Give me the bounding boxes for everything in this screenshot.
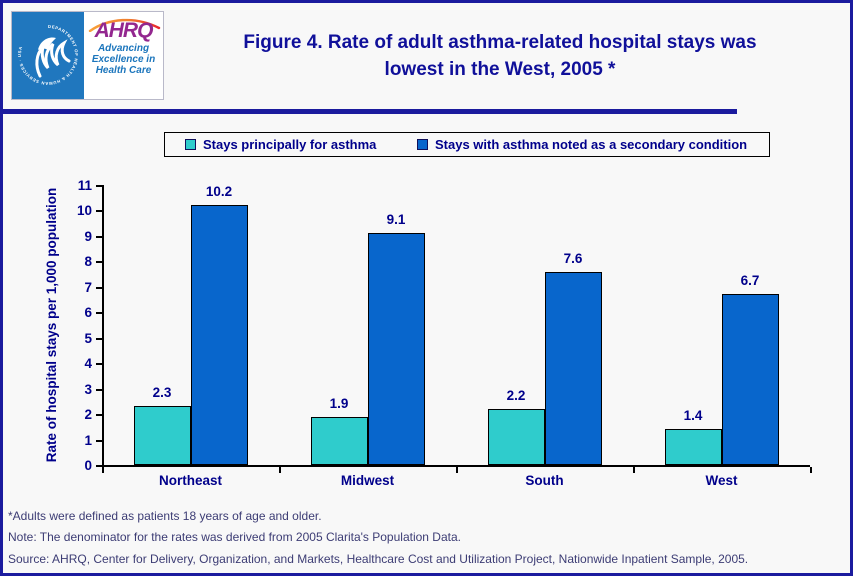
y-tick-label: 9 (84, 228, 92, 244)
y-tick-label: 11 (77, 178, 92, 193)
ahrq-tagline-line2: Excellence in (91, 54, 156, 65)
y-tick-mark (96, 185, 102, 187)
legend-label-principal: Stays principally for asthma (203, 137, 377, 152)
bar-midwest-principal (310, 416, 368, 465)
bar-south-secondary (544, 271, 602, 465)
y-tick-label: 10 (76, 203, 92, 219)
bar-value-label: 6.7 (740, 273, 760, 289)
bar-value-label: 10.2 (205, 184, 233, 200)
y-tick-label: 6 (84, 305, 92, 321)
bar-value-label: 7.6 (563, 250, 583, 266)
x-category-label-west: West (705, 473, 738, 488)
hhs-eagle-icon (35, 37, 71, 78)
legend-item-secondary: Stays with asthma noted as a secondary c… (417, 133, 747, 156)
y-tick-label: 4 (84, 356, 92, 372)
bar-midwest-secondary (367, 233, 425, 465)
x-tick-mark (456, 467, 458, 473)
x-category-label-midwest: Midwest (340, 473, 395, 488)
legend-label-secondary: Stays with asthma noted as a secondary c… (435, 137, 748, 152)
bar-northeast-secondary (190, 205, 248, 465)
footnote-adults: *Adults were defined as patients 18 year… (8, 509, 322, 523)
legend-item-principal: Stays principally for asthma (185, 133, 376, 156)
bar-value-label: 1.9 (329, 395, 349, 411)
y-tick-label: 8 (84, 254, 92, 270)
y-tick-label: 5 (84, 330, 92, 346)
bar-value-label: 2.3 (152, 385, 172, 401)
ahrq-logo: DEPARTMENT OF HEALTH & HUMAN SERVICES · … (11, 11, 164, 100)
y-tick-label: 2 (84, 407, 92, 423)
y-tick-mark (96, 312, 102, 315)
header-divider (0, 109, 737, 114)
bar-northeast-principal (133, 406, 191, 465)
y-axis-line (102, 185, 104, 467)
figure-title-line1: Figure 4. Rate of adult asthma-related h… (243, 32, 757, 53)
y-tick-mark (96, 439, 102, 442)
y-tick-mark (96, 337, 102, 340)
figure-title-line2: lowest in the West, 2005 * (384, 59, 616, 80)
y-tick-mark (96, 363, 102, 366)
y-tick-mark (96, 235, 102, 238)
y-axis-title: Rate of hospital stays per 1,000 populat… (44, 187, 59, 463)
ahrq-arc-icon (88, 18, 160, 32)
x-category-label-south: South (525, 473, 564, 488)
x-category-label-northeast: Northeast (158, 473, 222, 488)
legend-swatch-blue (417, 139, 428, 150)
ahrq-text: AHRQ (94, 19, 154, 42)
y-tick-mark (96, 465, 102, 467)
hhs-seal-icon: DEPARTMENT OF HEALTH & HUMAN SERVICES · … (12, 12, 84, 99)
bar-value-label: 1.4 (683, 408, 703, 424)
y-tick-label: 1 (84, 432, 92, 448)
footnote-note: Note: The denominator for the rates was … (8, 530, 461, 544)
ahrq-wordmark: AHRQ Advancing Excellence in Health Care (84, 12, 163, 99)
ahrq-tagline-line3: Health Care (95, 65, 152, 76)
y-tick-mark (96, 388, 102, 391)
bar-value-label: 2.2 (506, 388, 526, 403)
chart-legend: Stays principally for asthma Stays with … (164, 132, 770, 157)
y-tick-label: 3 (84, 381, 92, 397)
bar-value-label: 9.1 (386, 212, 406, 228)
y-tick-label: 7 (84, 279, 92, 295)
x-tick-mark (810, 467, 812, 473)
y-tick-mark (96, 210, 102, 213)
ahrq-tagline-line1: Advancing (97, 43, 150, 54)
x-tick-mark (633, 467, 635, 473)
y-tick-mark (96, 286, 102, 289)
footnote-source: Source: AHRQ, Center for Delivery, Organ… (8, 552, 749, 566)
x-tick-mark (102, 467, 104, 473)
x-tick-mark (279, 467, 281, 473)
figure-title: Figure 4. Rate of adult asthma-related h… (170, 29, 830, 83)
bar-west-principal (664, 429, 722, 465)
x-axis-line (102, 465, 810, 467)
ahrq-tagline: Advancing Excellence in Health Care (92, 43, 155, 76)
legend-swatch-teal (185, 139, 196, 150)
y-tick-mark (96, 261, 102, 264)
bar-south-principal (487, 409, 545, 465)
bar-west-secondary (721, 294, 779, 465)
y-tick-mark (96, 414, 102, 417)
y-tick-label: 0 (84, 458, 92, 473)
hhs-seal-background (12, 12, 84, 99)
